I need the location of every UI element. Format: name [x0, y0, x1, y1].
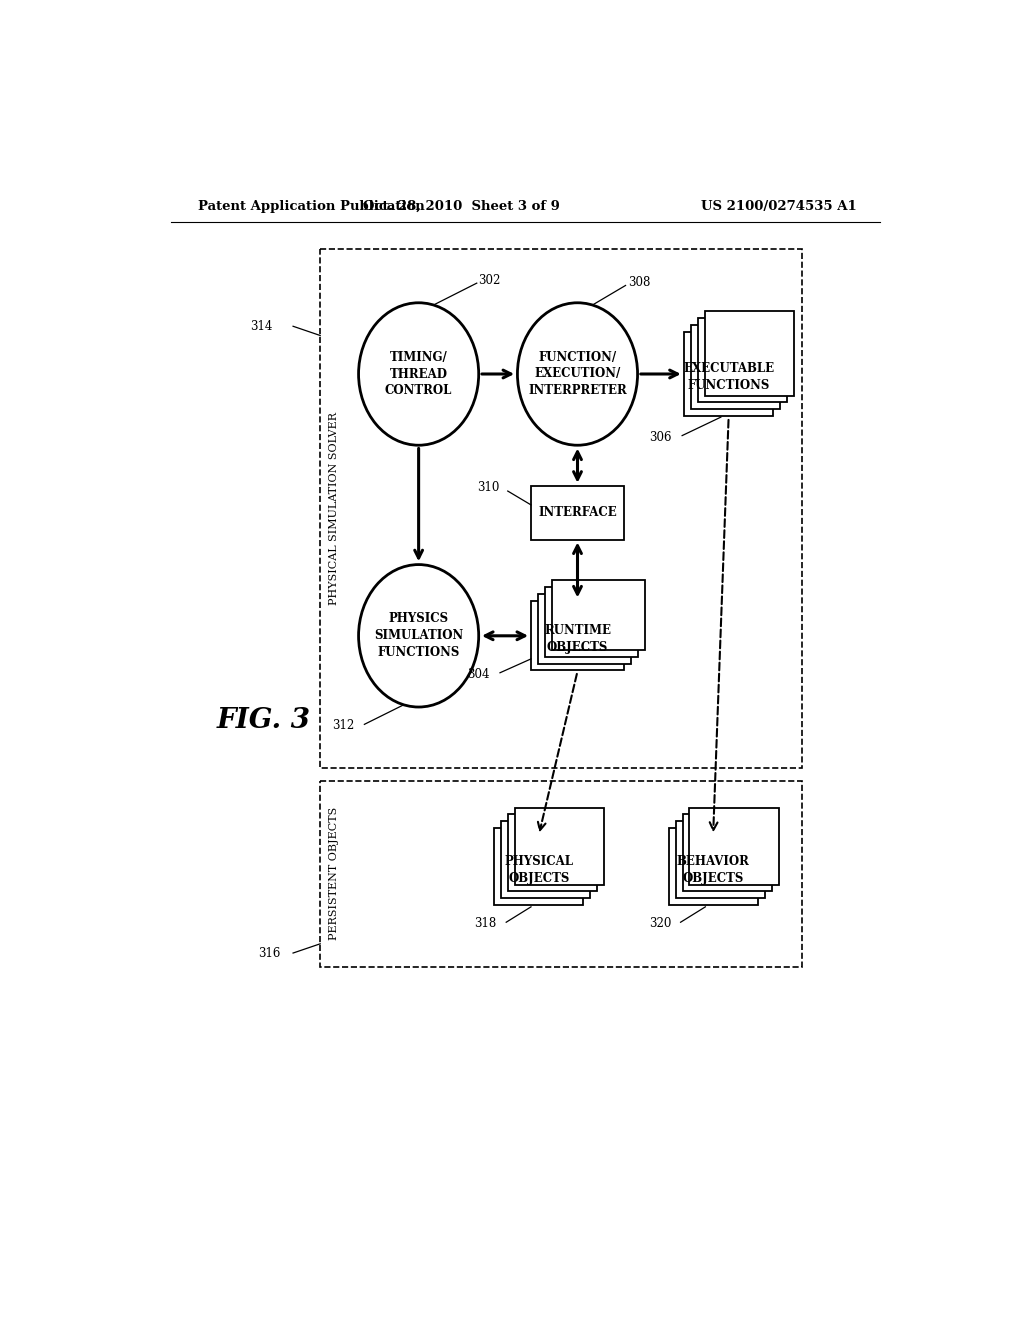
Text: INTERFACE: INTERFACE [539, 506, 616, 519]
Text: RUNTIME
OBJECTS: RUNTIME OBJECTS [544, 624, 611, 653]
Polygon shape [531, 601, 624, 671]
Text: FIG. 3: FIG. 3 [217, 708, 310, 734]
Text: TIMING/
THREAD
CONTROL: TIMING/ THREAD CONTROL [385, 351, 453, 397]
Text: 310: 310 [477, 482, 499, 495]
Polygon shape [538, 594, 631, 664]
Polygon shape [515, 808, 604, 884]
Text: BEHAVIOR
OBJECTS: BEHAVIOR OBJECTS [677, 855, 750, 884]
Ellipse shape [517, 302, 638, 445]
Text: 302: 302 [478, 273, 501, 286]
Text: Patent Application Publication: Patent Application Publication [198, 199, 425, 213]
Text: 308: 308 [628, 276, 650, 289]
Ellipse shape [358, 302, 478, 445]
Text: US 2100/0274535 A1: US 2100/0274535 A1 [700, 199, 856, 213]
Polygon shape [691, 325, 780, 409]
Text: 306: 306 [649, 430, 672, 444]
Text: Oct. 28, 2010  Sheet 3 of 9: Oct. 28, 2010 Sheet 3 of 9 [362, 199, 560, 213]
Text: 318: 318 [474, 917, 497, 931]
Polygon shape [669, 829, 758, 906]
Polygon shape [508, 814, 597, 891]
Polygon shape [552, 581, 645, 649]
Polygon shape [545, 587, 638, 656]
Polygon shape [495, 829, 584, 906]
Text: PERSISTENT OBJECTS: PERSISTENT OBJECTS [329, 807, 339, 940]
Text: 314: 314 [251, 319, 272, 333]
Text: PHYSICAL SIMULATION SOLVER: PHYSICAL SIMULATION SOLVER [329, 412, 339, 606]
Polygon shape [705, 312, 795, 396]
Polygon shape [689, 808, 778, 884]
Polygon shape [683, 814, 772, 891]
Text: PHYSICAL
OBJECTS: PHYSICAL OBJECTS [504, 855, 573, 884]
Ellipse shape [358, 565, 478, 708]
Polygon shape [684, 331, 773, 416]
Polygon shape [698, 318, 787, 403]
Polygon shape [501, 821, 590, 899]
Polygon shape [531, 486, 624, 540]
Text: PHYSICS
SIMULATION
FUNCTIONS: PHYSICS SIMULATION FUNCTIONS [374, 612, 463, 659]
Text: 304: 304 [467, 668, 489, 681]
Text: FUNCTION/
EXECUTION/
INTERPRETER: FUNCTION/ EXECUTION/ INTERPRETER [528, 351, 627, 397]
Polygon shape [676, 821, 765, 899]
Text: 316: 316 [258, 946, 281, 960]
Text: 312: 312 [332, 719, 354, 733]
Text: EXECUTABLE
FUNCTIONS: EXECUTABLE FUNCTIONS [683, 362, 774, 392]
Text: 320: 320 [649, 917, 671, 931]
